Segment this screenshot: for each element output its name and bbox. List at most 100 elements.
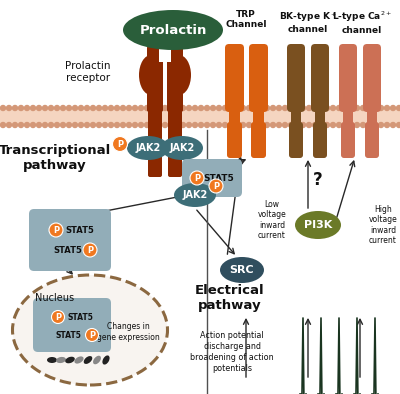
Circle shape xyxy=(144,106,150,110)
Circle shape xyxy=(366,123,372,128)
Circle shape xyxy=(252,123,258,128)
Circle shape xyxy=(246,123,252,128)
Circle shape xyxy=(132,106,138,110)
Circle shape xyxy=(312,106,318,110)
Circle shape xyxy=(78,123,84,128)
Circle shape xyxy=(190,171,204,185)
Circle shape xyxy=(216,106,222,110)
Circle shape xyxy=(372,106,378,110)
Circle shape xyxy=(396,123,400,128)
FancyBboxPatch shape xyxy=(225,44,244,112)
Circle shape xyxy=(114,123,120,128)
Circle shape xyxy=(240,123,246,128)
Circle shape xyxy=(126,123,132,128)
Text: P: P xyxy=(194,173,200,182)
Circle shape xyxy=(209,179,223,193)
Text: SRC: SRC xyxy=(230,265,254,275)
Circle shape xyxy=(360,106,366,110)
Circle shape xyxy=(342,123,348,128)
Circle shape xyxy=(210,106,216,110)
Circle shape xyxy=(222,106,228,110)
Circle shape xyxy=(270,106,276,110)
Circle shape xyxy=(86,329,98,342)
Circle shape xyxy=(36,123,42,128)
Circle shape xyxy=(126,106,132,110)
Circle shape xyxy=(78,106,84,110)
Circle shape xyxy=(294,106,300,110)
Circle shape xyxy=(112,136,128,152)
Circle shape xyxy=(348,106,354,110)
Circle shape xyxy=(264,123,270,128)
Circle shape xyxy=(49,223,63,237)
Circle shape xyxy=(396,106,400,110)
Circle shape xyxy=(318,106,324,110)
Text: BK-type K$^+$
channel: BK-type K$^+$ channel xyxy=(279,10,337,34)
Circle shape xyxy=(54,106,60,110)
Circle shape xyxy=(270,123,276,128)
Text: ?: ? xyxy=(313,171,323,189)
Ellipse shape xyxy=(174,183,216,207)
Circle shape xyxy=(204,123,210,128)
FancyBboxPatch shape xyxy=(33,298,111,352)
Circle shape xyxy=(228,106,234,110)
Circle shape xyxy=(83,243,97,257)
Circle shape xyxy=(354,106,360,110)
Circle shape xyxy=(114,106,120,110)
Circle shape xyxy=(138,123,144,128)
FancyBboxPatch shape xyxy=(289,122,303,158)
Text: P: P xyxy=(87,245,93,255)
Bar xyxy=(343,108,353,125)
Circle shape xyxy=(90,123,96,128)
Circle shape xyxy=(204,106,210,110)
Circle shape xyxy=(0,123,6,128)
FancyBboxPatch shape xyxy=(249,44,268,112)
Ellipse shape xyxy=(167,55,191,95)
Circle shape xyxy=(54,123,60,128)
Circle shape xyxy=(66,106,72,110)
Circle shape xyxy=(264,106,270,110)
Circle shape xyxy=(60,106,66,110)
Circle shape xyxy=(52,310,64,323)
Bar xyxy=(168,106,182,127)
Circle shape xyxy=(156,123,162,128)
FancyBboxPatch shape xyxy=(147,46,163,112)
Circle shape xyxy=(138,106,144,110)
Text: STAT5: STAT5 xyxy=(204,173,234,182)
Text: Changes in
gene expression: Changes in gene expression xyxy=(97,322,159,342)
Circle shape xyxy=(276,123,282,128)
Circle shape xyxy=(42,106,48,110)
Ellipse shape xyxy=(127,136,169,160)
Circle shape xyxy=(354,123,360,128)
Ellipse shape xyxy=(123,10,223,50)
Circle shape xyxy=(306,106,312,110)
FancyBboxPatch shape xyxy=(167,46,183,112)
Text: STAT5: STAT5 xyxy=(54,245,82,255)
Text: P: P xyxy=(55,312,61,322)
Circle shape xyxy=(246,106,252,110)
Circle shape xyxy=(252,106,258,110)
Circle shape xyxy=(150,123,156,128)
Circle shape xyxy=(150,106,156,110)
Circle shape xyxy=(186,123,192,128)
Circle shape xyxy=(48,123,54,128)
Circle shape xyxy=(324,123,330,128)
Circle shape xyxy=(378,123,384,128)
Circle shape xyxy=(288,106,294,110)
Circle shape xyxy=(258,123,264,128)
Ellipse shape xyxy=(102,355,110,364)
Bar xyxy=(367,108,377,125)
Bar xyxy=(315,108,325,125)
Circle shape xyxy=(48,106,54,110)
Circle shape xyxy=(162,106,168,110)
Circle shape xyxy=(192,106,198,110)
Circle shape xyxy=(174,106,180,110)
Circle shape xyxy=(168,106,174,110)
FancyBboxPatch shape xyxy=(251,122,266,158)
Text: Electrical
pathway: Electrical pathway xyxy=(195,284,265,312)
Ellipse shape xyxy=(161,136,203,160)
Text: STAT5: STAT5 xyxy=(55,331,81,340)
Circle shape xyxy=(288,123,294,128)
Circle shape xyxy=(120,123,126,128)
Circle shape xyxy=(96,106,102,110)
Circle shape xyxy=(276,106,282,110)
